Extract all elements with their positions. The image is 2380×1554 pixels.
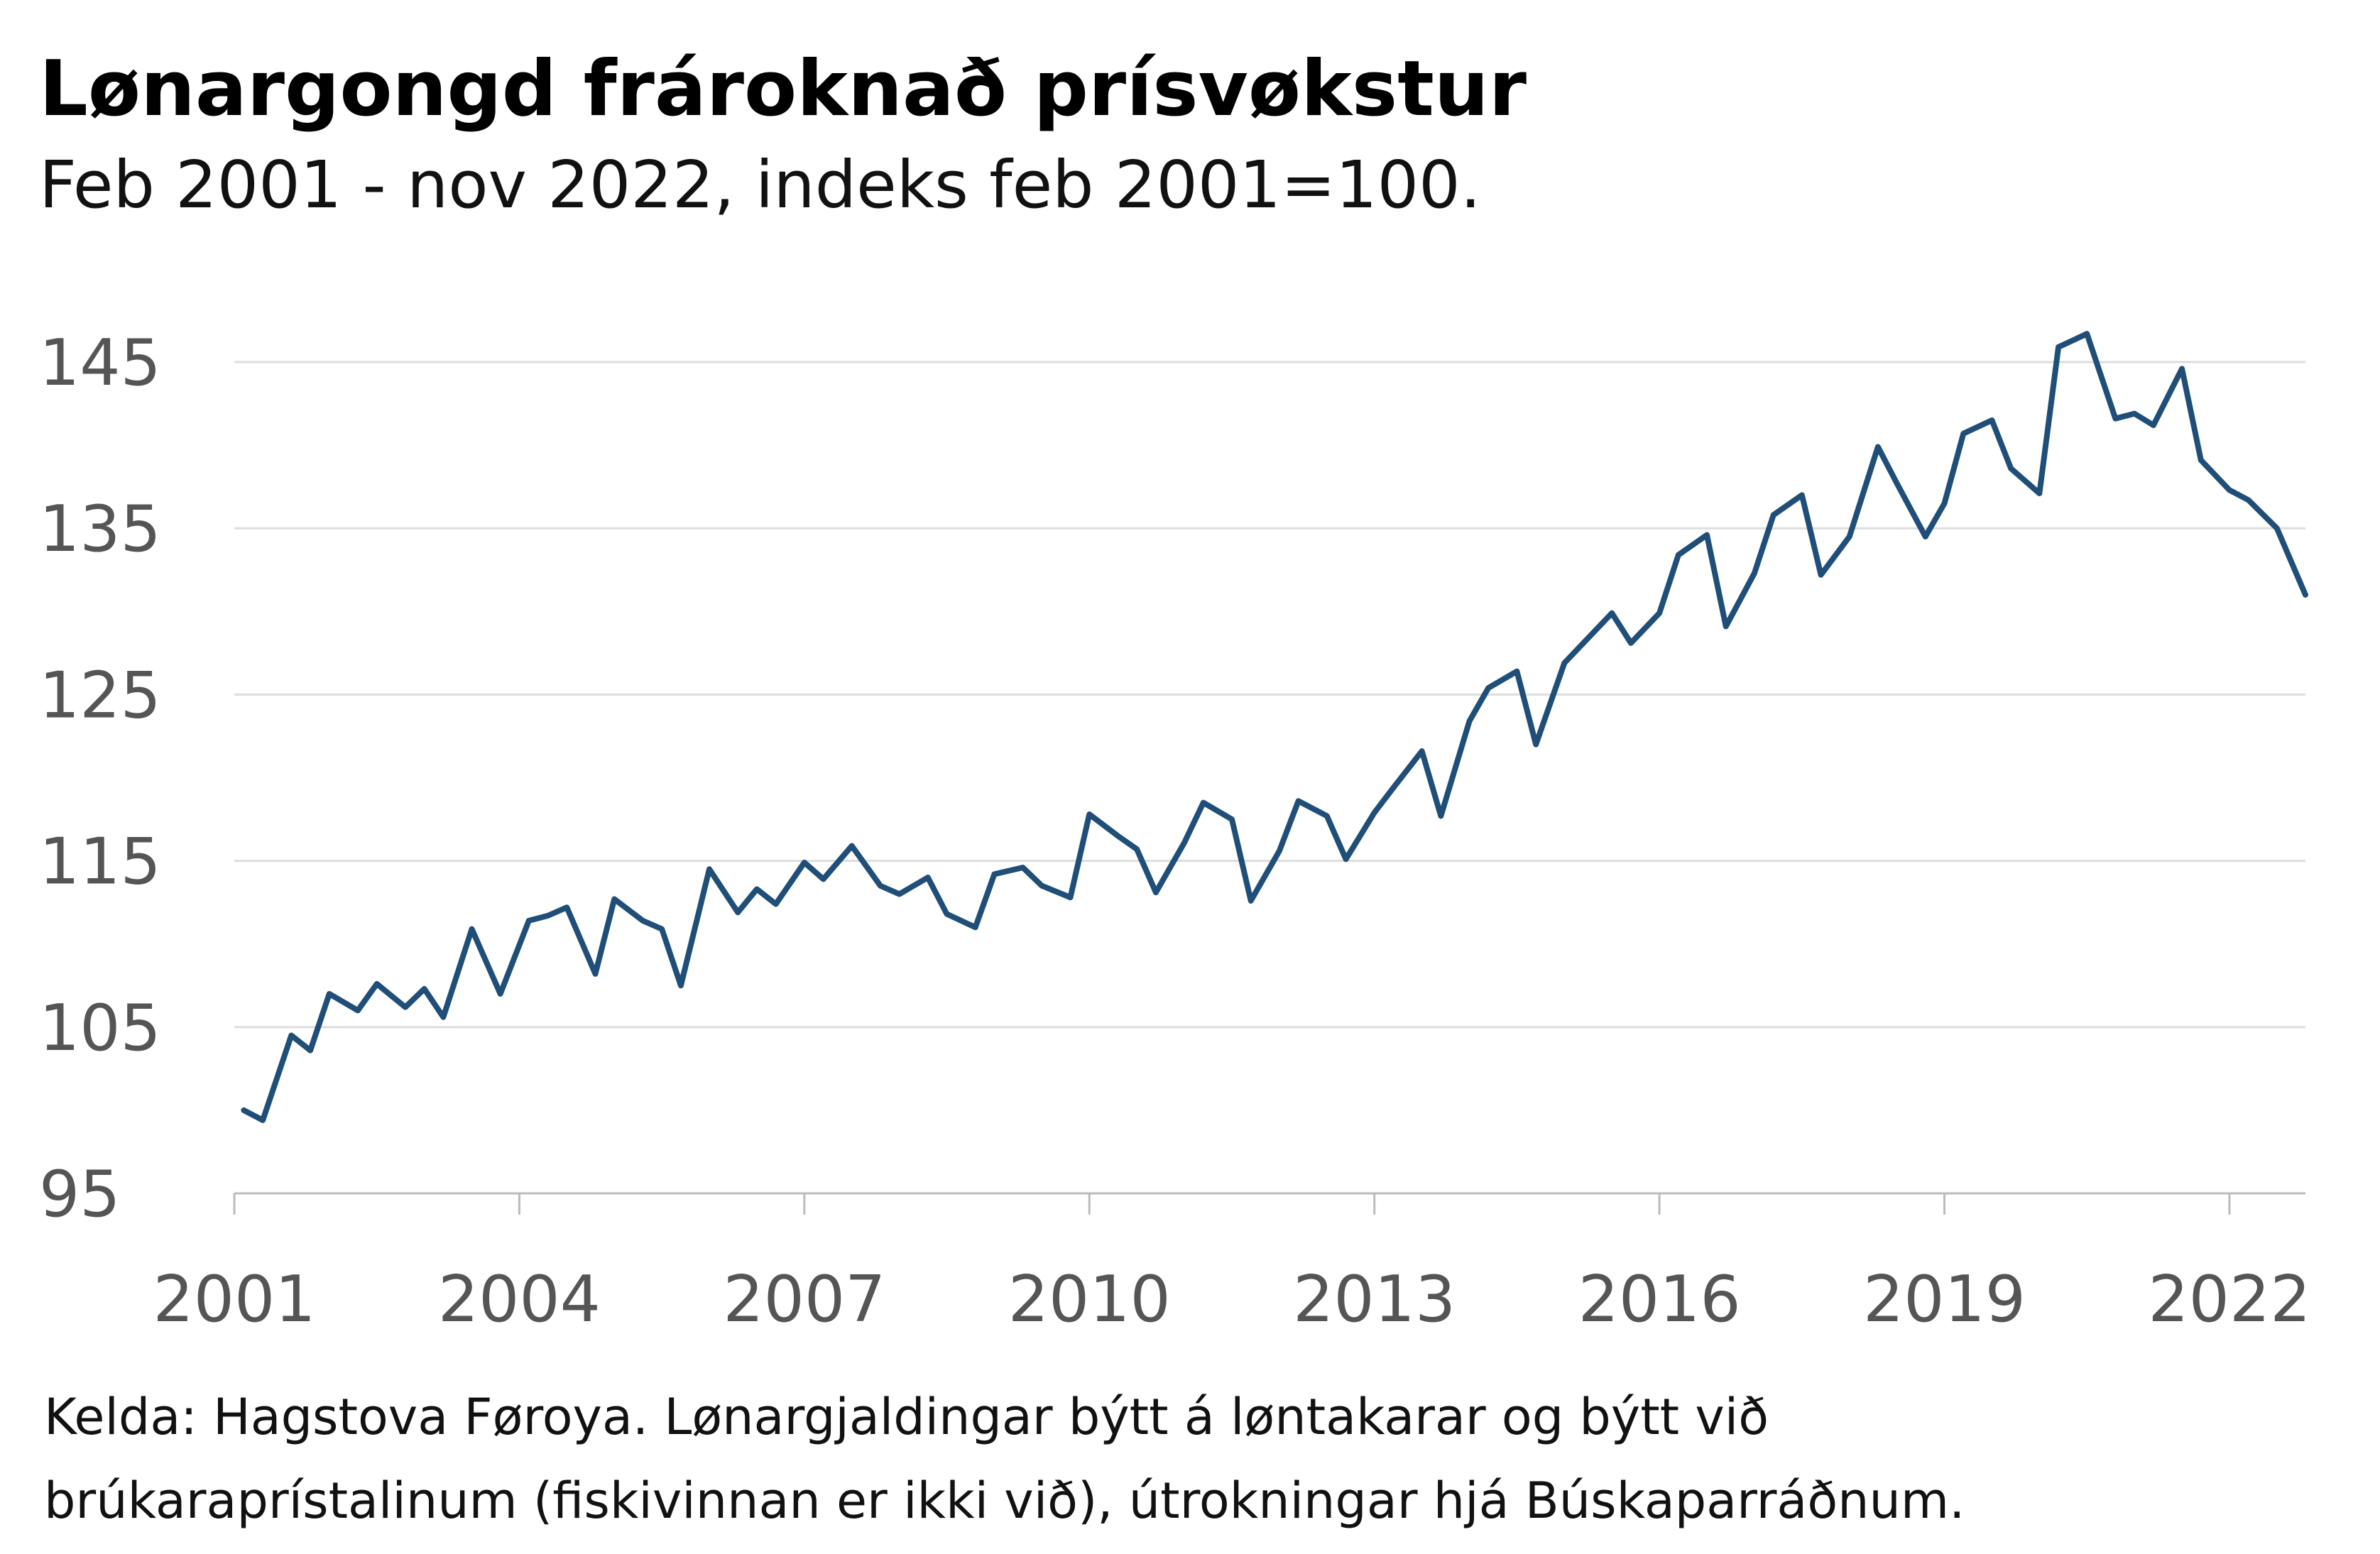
y-tick-label: 125: [39, 658, 161, 733]
x-tick-label: 2013: [1293, 1262, 1456, 1337]
y-tick-label: 95: [39, 1157, 121, 1232]
y-tick-label: 105: [39, 991, 161, 1066]
data-line: [241, 331, 2308, 1123]
x-tick-label: 2001: [153, 1262, 315, 1337]
x-tick-label: 2022: [2148, 1262, 2310, 1337]
chart-title: Lønargongd frároknað prísvøkstur: [39, 45, 1527, 133]
x-tick-label: 2019: [1863, 1262, 2026, 1337]
y-tick-label: 145: [39, 326, 161, 400]
chart-subtitle: Feb 2001 - nov 2022, indeks feb 2001=100…: [39, 147, 1481, 223]
x-tick-label: 2016: [1578, 1262, 1741, 1337]
source-note: Kelda: Hagstova Føroya. Lønargjaldingar …: [44, 1388, 1769, 1446]
x-tick-label: 2004: [438, 1262, 601, 1337]
source-note: brúkaraprístalinum (fiskivinnan er ikki …: [44, 1472, 1965, 1530]
x-tick-label: 2010: [1008, 1262, 1171, 1337]
y-tick-label: 115: [39, 825, 161, 899]
x-tick-label: 2007: [723, 1262, 885, 1337]
y-tick-label: 135: [39, 492, 161, 567]
